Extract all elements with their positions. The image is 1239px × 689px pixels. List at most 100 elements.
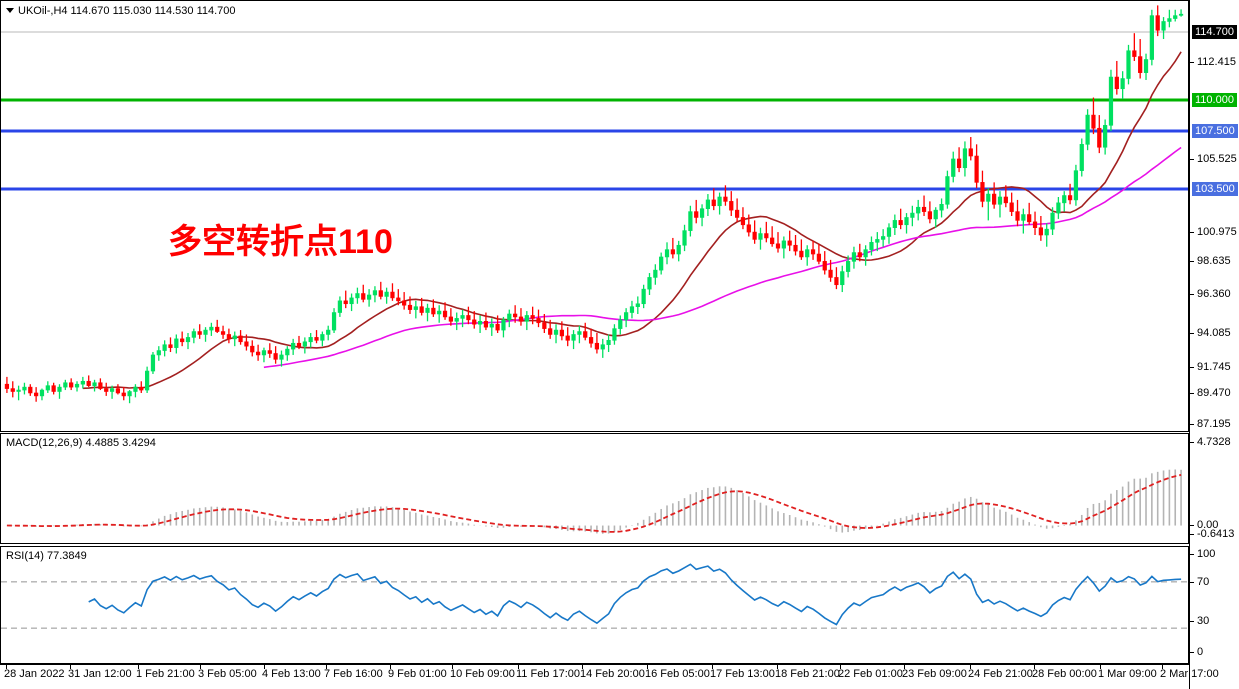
candlestick: [133, 384, 138, 398]
candlestick: [1079, 138, 1084, 177]
candlestick: [735, 198, 740, 222]
candlestick: [787, 230, 792, 252]
time-axis-tick: [6, 665, 7, 669]
candlestick: [489, 318, 494, 336]
candlestick: [232, 331, 237, 347]
candlestick: [45, 381, 50, 393]
candlestick: [629, 300, 635, 319]
symbol-header-text: UKOil-,H4 114.670 115.030 114.530 114.70…: [18, 5, 236, 17]
time-axis-tick: [777, 665, 778, 669]
axis-tick-label: -0.6413: [1197, 528, 1235, 540]
price-chart-panel[interactable]: [0, 0, 1189, 432]
candlestick: [220, 325, 226, 339]
candlestick: [331, 308, 337, 334]
candlestick: [711, 188, 716, 211]
candlestick: [63, 379, 68, 391]
candlestick: [863, 245, 868, 266]
candlestick: [343, 290, 348, 309]
level-103_5-label[interactable]: 103.500: [1192, 182, 1238, 196]
candlestick: [390, 283, 395, 301]
candlestick: [115, 384, 121, 395]
price-axis[interactable]: [1189, 0, 1239, 689]
time-axis-tick: [452, 665, 453, 669]
axis-tick-label: 30: [1197, 615, 1210, 627]
candlestick: [974, 144, 979, 189]
candlestick: [618, 315, 623, 335]
candlestick: [285, 346, 290, 361]
candlestick: [425, 303, 430, 322]
blue-level-line-107_5[interactable]: [1, 129, 1188, 133]
axis-tick-label: 100.975: [1197, 226, 1237, 238]
candlestick: [80, 376, 85, 389]
current-price-label[interactable]: 114.700: [1192, 25, 1237, 39]
axis-tick-label: 91.745: [1197, 361, 1231, 373]
candlestick: [501, 316, 506, 338]
candlestick: [881, 229, 886, 247]
candlestick: [740, 207, 746, 230]
candlestick: [1027, 202, 1032, 225]
candlestick: [799, 239, 804, 260]
candlestick: [255, 344, 261, 361]
macd-title: MACD(12,26,9) 4.4885 3.4294: [6, 437, 156, 449]
candlestick: [1062, 191, 1067, 212]
candlestick: [536, 309, 541, 328]
candlestick: [22, 382, 27, 395]
candlestick: [244, 334, 249, 351]
candlestick: [997, 191, 1003, 218]
candlestick: [448, 308, 453, 326]
macd-indicator-panel[interactable]: [0, 433, 1189, 544]
candlestick: [670, 237, 675, 259]
time-axis-tick: [1162, 665, 1163, 669]
candlestick: [507, 309, 512, 328]
level-107_5-label[interactable]: 107.500: [1192, 124, 1238, 138]
candlestick: [682, 224, 687, 252]
candlestick: [530, 306, 535, 325]
candlestick: [793, 235, 798, 256]
candlestick: [109, 385, 115, 399]
candlestick: [34, 387, 39, 402]
candlestick: [810, 240, 816, 260]
candlestick: [659, 252, 664, 275]
axis-tick-label: 100: [1197, 548, 1216, 560]
candlestick: [962, 141, 968, 177]
candlestick: [705, 194, 711, 216]
axis-tick-label: 0.00: [1197, 519, 1219, 531]
rsi-indicator-panel[interactable]: [0, 546, 1189, 664]
candlestick: [1143, 53, 1149, 80]
time-axis-label: 14 Feb 20:00: [580, 668, 645, 680]
candlestick: [653, 264, 658, 285]
candlestick: [805, 245, 810, 266]
gray-level-line[interactable]: [1, 31, 1188, 33]
candlestick: [1015, 199, 1020, 227]
candlestick: [326, 325, 331, 341]
axis-tick-label: 0: [1197, 646, 1204, 658]
time-axis-label: 1 Feb 21:00: [136, 668, 195, 680]
chevron-down-icon[interactable]: [6, 8, 14, 14]
symbol-header[interactable]: UKOil-,H4 114.670 115.030 114.530 114.70…: [6, 5, 236, 17]
ma-fast-line: [82, 51, 1182, 390]
axis-tick-mark: [1190, 333, 1194, 334]
candlestick: [764, 221, 769, 243]
candlestick: [892, 214, 897, 236]
candlestick: [951, 151, 956, 183]
axis-tick-mark: [1190, 261, 1194, 262]
candlestick: [466, 306, 471, 325]
candlestick: [781, 236, 786, 259]
candlestick: [588, 328, 594, 348]
candlestick: [139, 381, 144, 393]
green-level-line-110[interactable]: [1, 98, 1188, 102]
level-110-label[interactable]: 110.000: [1192, 93, 1237, 107]
candlestick: [910, 205, 915, 227]
time-axis[interactable]: 28 Jan 2022 31 Jan 12:00 1 Feb 21:00 3 Feb …: [0, 664, 1219, 689]
candlestick: [203, 327, 208, 342]
candlestick: [238, 330, 243, 345]
time-axis-tick: [70, 665, 71, 669]
blue-level-line-103_5[interactable]: [1, 187, 1188, 191]
candlestick: [594, 333, 600, 354]
axis-tick-label: 89.470: [1197, 387, 1231, 399]
candlestick: [168, 337, 173, 353]
macd-canvas: [6, 469, 1182, 534]
time-axis-label: 18 Feb 21:00: [775, 668, 840, 680]
candlestick: [279, 350, 284, 367]
candlestick: [1161, 17, 1166, 40]
